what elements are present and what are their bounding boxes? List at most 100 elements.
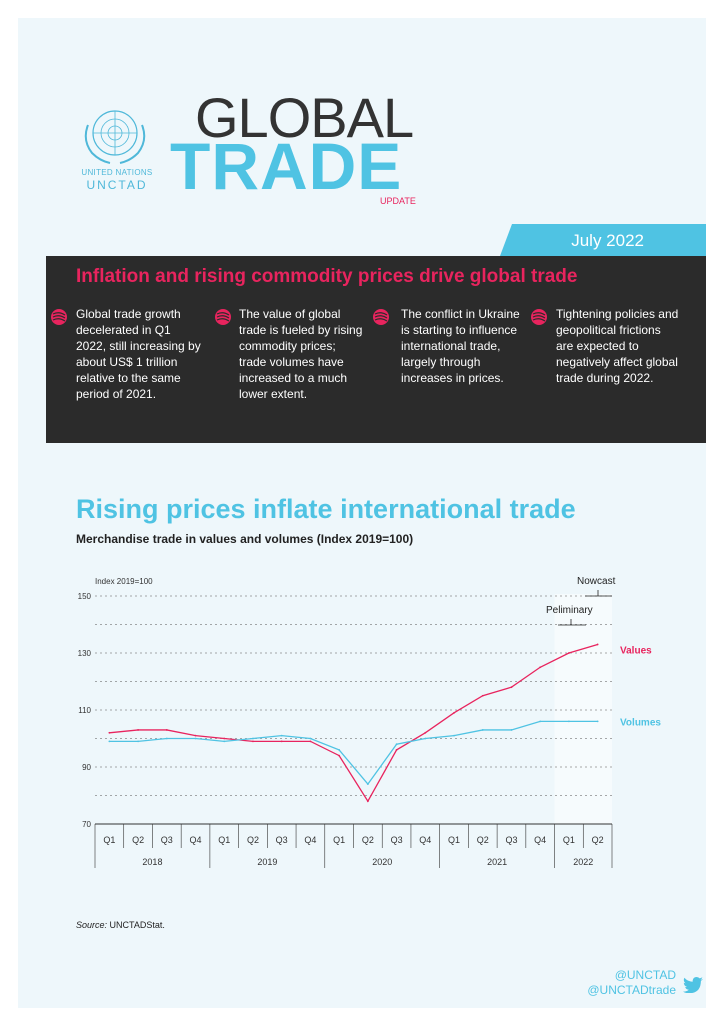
- x-tick-label: Q3: [391, 835, 403, 845]
- year-label: 2022: [573, 857, 593, 867]
- data-point-volumes: [366, 783, 369, 785]
- data-point-volumes: [108, 740, 111, 743]
- forecast-shade: [554, 594, 612, 824]
- x-tick-label: Q1: [563, 835, 575, 845]
- data-point-volumes: [453, 734, 455, 737]
- x-tick-label: Q3: [161, 835, 173, 845]
- data-point-volumes: [481, 729, 484, 731]
- data-point-volumes: [280, 734, 283, 737]
- data-point-values: [309, 740, 312, 743]
- x-tick-label: Q4: [304, 835, 316, 845]
- social-handle-2[interactable]: @UNCTADtrade: [587, 983, 676, 997]
- data-point-volumes: [338, 749, 341, 751]
- swirl-bullet-icon: [531, 309, 547, 325]
- highlight-bullet-3: The conflict in Ukraine is starting to i…: [401, 307, 520, 385]
- y-tick-label: 90: [82, 763, 91, 772]
- data-point-values: [596, 643, 599, 646]
- x-tick-label: Q2: [477, 835, 489, 845]
- data-point-values: [108, 731, 111, 734]
- org-name-line1: UNITED NATIONS: [81, 168, 153, 177]
- social-handle-1[interactable]: @UNCTAD: [614, 968, 676, 982]
- data-point-values: [395, 749, 398, 751]
- source-text: UNCTADStat.: [109, 920, 165, 930]
- annotation-preliminary: Peliminary: [546, 605, 593, 616]
- year-label: 2018: [142, 857, 162, 867]
- data-point-volumes: [510, 729, 513, 731]
- x-tick-label: Q2: [592, 835, 604, 845]
- y-tick-label: 70: [82, 820, 91, 829]
- swirl-bullet-icon: [373, 309, 389, 325]
- data-point-volumes: [395, 743, 398, 746]
- y-tick-label: 110: [78, 706, 91, 715]
- publication-date: July 2022: [571, 231, 644, 250]
- data-point-values: [338, 754, 341, 757]
- date-band: July 2022: [500, 224, 706, 256]
- year-label: 2019: [257, 857, 277, 867]
- data-point-volumes: [309, 737, 312, 740]
- data-point-volumes: [568, 720, 570, 723]
- data-point-volumes: [252, 737, 254, 740]
- x-tick-label: Q1: [448, 835, 460, 845]
- data-point-volumes: [596, 720, 599, 723]
- source-note: Source: UNCTADStat.: [76, 920, 165, 930]
- data-point-values: [481, 694, 484, 697]
- y-axis-label: Index 2019=100: [95, 577, 153, 586]
- swirl-bullet-icon: [51, 309, 67, 325]
- highlight-bullet-2: The value of global trade is fueled by r…: [239, 307, 363, 401]
- series-label-values: Values: [620, 645, 652, 656]
- social-handles: @UNCTAD @UNCTADtrade: [587, 968, 676, 998]
- data-point-values: [280, 740, 283, 743]
- series-line-values: [109, 643, 598, 803]
- highlights-panel: Inflation and rising commodity prices dr…: [46, 256, 706, 443]
- x-tick-label: Q1: [103, 835, 115, 845]
- data-point-values: [165, 729, 168, 731]
- x-tick-label: Q2: [132, 835, 144, 845]
- chart-section-title: Rising prices inflate international trad…: [76, 494, 576, 524]
- x-tick-label: Q1: [333, 835, 345, 845]
- x-tick-label: Q2: [362, 835, 374, 845]
- data-point-values: [424, 731, 427, 734]
- data-point-volumes: [539, 720, 542, 723]
- x-tick-label: Q1: [218, 835, 230, 845]
- highlight-bullet-1: Global trade growth decelerated in Q1 20…: [76, 307, 201, 401]
- title-update: UPDATE: [380, 196, 416, 206]
- data-point-values: [223, 737, 226, 740]
- annotation-nowcast: Nowcast: [577, 576, 616, 587]
- data-point-volumes: [137, 740, 139, 743]
- y-tick-label: 130: [78, 649, 92, 658]
- year-label: 2021: [487, 857, 507, 867]
- data-point-volumes: [424, 737, 427, 740]
- twitter-icon[interactable]: [683, 977, 703, 993]
- data-point-values: [252, 740, 254, 743]
- chart-section-subtitle: Merchandise trade in values and volumes …: [76, 532, 414, 546]
- series-line-volumes: [109, 720, 598, 786]
- x-tick-label: Q3: [505, 835, 517, 845]
- highlight-bullet-4: Tightening policies and geopolitical fri…: [556, 307, 679, 385]
- data-point-volumes: [223, 740, 226, 743]
- y-tick-label: 150: [78, 592, 92, 601]
- data-point-volumes: [194, 737, 197, 740]
- data-point-values: [539, 666, 542, 669]
- x-tick-label: Q2: [247, 835, 259, 845]
- data-point-values: [568, 652, 570, 654]
- org-name-line2: UNCTAD: [86, 178, 148, 192]
- source-label: Source:: [76, 920, 108, 930]
- data-point-values: [453, 711, 455, 714]
- data-point-values: [510, 686, 513, 689]
- swirl-bullet-icon: [215, 309, 231, 325]
- data-point-values: [137, 729, 139, 731]
- title-trade: TRADE: [170, 129, 403, 203]
- data-point-values: [366, 800, 369, 803]
- data-point-volumes: [165, 737, 168, 740]
- x-tick-label: Q4: [419, 835, 431, 845]
- series-label-volumes: Volumes: [620, 717, 661, 728]
- data-point-values: [194, 734, 197, 737]
- x-tick-label: Q4: [534, 835, 546, 845]
- un-emblem-icon: [84, 110, 146, 164]
- x-tick-label: Q4: [190, 835, 202, 845]
- x-tick-label: Q3: [276, 835, 288, 845]
- title-global: GLOBAL: [195, 86, 414, 149]
- highlights-title: Inflation and rising commodity prices dr…: [76, 266, 578, 287]
- year-label: 2020: [372, 857, 392, 867]
